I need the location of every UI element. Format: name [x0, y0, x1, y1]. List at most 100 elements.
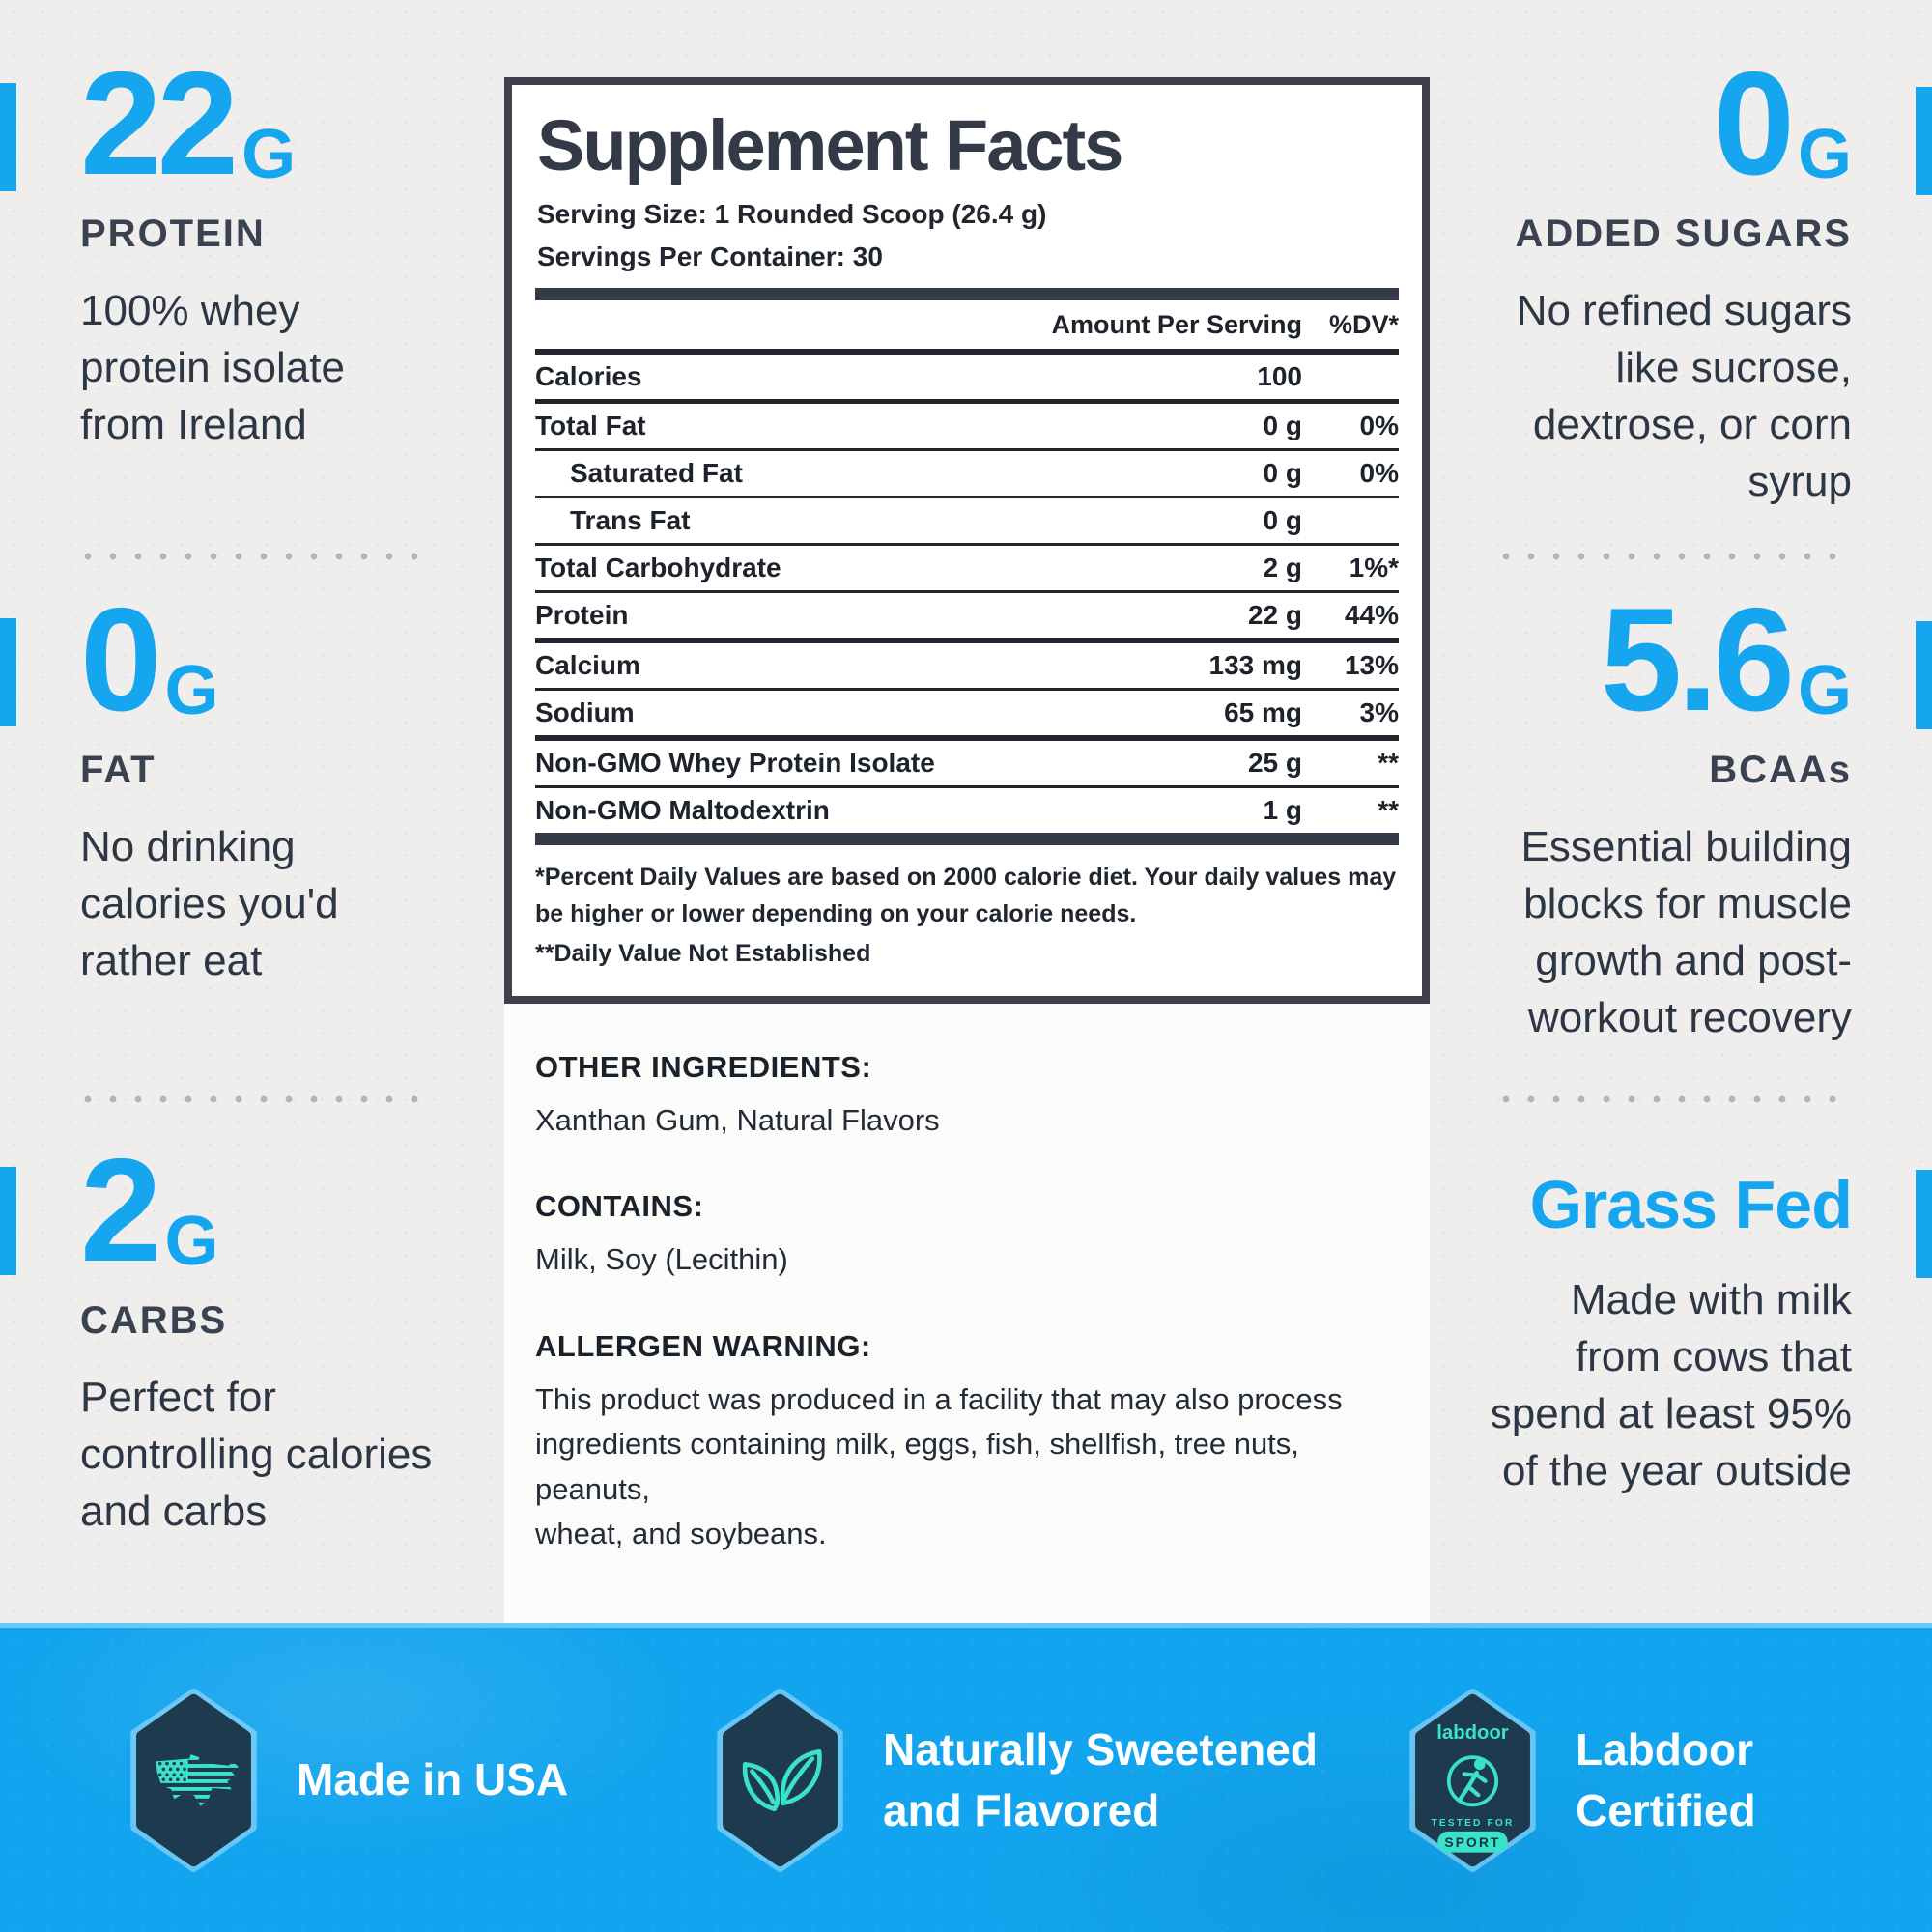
nutrient-amount: 0 g — [1263, 410, 1302, 440]
badge-labdoor: labdoor TESTED FOR SPORT Labdoor Certifi… — [1403, 1686, 1756, 1875]
not-established-footnote: **Daily Value Not Established — [535, 940, 871, 968]
servings-per-container: Servings Per Container: 30 — [537, 241, 883, 271]
table-row: Non-GMO Maltodextrin 1 g ** — [535, 784, 1399, 833]
stat-number: 22 — [80, 42, 239, 206]
table-row: Sodium 65 mg 3% — [535, 687, 1399, 735]
contains-heading: CONTAINS: — [535, 1189, 704, 1224]
other-ingredients-section: OTHER INGREDIENTS: Xanthan Gum, Natural … — [504, 1050, 1430, 1144]
center-panel: Supplement Facts Serving Size: 1 Rounded… — [504, 77, 1430, 1628]
edge-accent-bar — [0, 83, 16, 191]
nutrient-dv: 1%* — [1349, 552, 1399, 582]
footer-bar: Made in USA Naturally Sweetened and Flav… — [0, 1623, 1932, 1932]
nutrient-dv: ** — [1378, 747, 1399, 778]
nutrient-amount: 0 g — [1263, 504, 1302, 535]
badge-naturally-sweetened: Naturally Sweetened and Flavored — [710, 1686, 1318, 1875]
stat-label: BCAAs — [1709, 749, 1852, 791]
nutrient-amount: 65 mg — [1224, 696, 1302, 727]
serving-size: Serving Size: 1 Rounded Scoop (26.4 g) — [537, 198, 1047, 229]
nutrient-name: Trans Fat — [570, 504, 691, 535]
allergen-warning-heading: ALLERGEN WARNING: — [535, 1328, 871, 1363]
nutrient-dv: 3% — [1359, 696, 1399, 727]
other-ingredients-heading: OTHER INGREDIENTS: — [535, 1049, 872, 1084]
stat-bcaas: 5.6 G BCAAs Essential building blocks for… — [1446, 586, 1852, 1047]
other-ingredients-body: Xanthan Gum, Natural Flavors — [535, 1102, 940, 1137]
nutrient-amount: 133 mg — [1208, 649, 1303, 680]
nutrient-name: Saturated Fat — [570, 457, 743, 488]
labdoor-icon: labdoor TESTED FOR SPORT — [1409, 1689, 1536, 1872]
stat-label: PROTEIN — [80, 213, 266, 255]
table-row: Protein 22 g 44% — [535, 589, 1399, 638]
nutrient-name: Total Fat — [535, 410, 646, 440]
contains-section: CONTAINS: Milk, Soy (Lecithin) — [504, 1189, 1430, 1283]
dv-footnote: *Percent Daily Values are based on 2000 … — [535, 863, 1397, 928]
stat-description: 100% whey protein isolate from Ireland — [80, 287, 345, 448]
labdoor-wordmark: labdoor — [1436, 1722, 1509, 1744]
sport-label: SPORT — [1444, 1835, 1500, 1850]
stat-description: Made with milk from cows that spend at l… — [1490, 1276, 1852, 1494]
stat-unit: G — [164, 1203, 219, 1280]
tested-for-label: TESTED FOR — [1432, 1818, 1515, 1829]
stat-unit: G — [164, 652, 219, 729]
leaves-icon — [717, 1689, 843, 1872]
grass-fed-heading: Grass Fed — [1529, 1167, 1853, 1242]
stat-unit: G — [242, 116, 297, 193]
dotted-divider — [75, 1095, 435, 1103]
stat-description: Essential building blocks for muscle gro… — [1520, 823, 1852, 1041]
stat-number: 0 — [1713, 42, 1795, 206]
edge-accent-bar — [1916, 87, 1932, 195]
nutrient-amount: 22 g — [1247, 599, 1302, 630]
stat-unit: G — [1797, 116, 1852, 193]
table-row: Non-GMO Whey Protein Isolate 25 g ** — [535, 734, 1399, 785]
table-header-row: Amount Per Serving %DV* — [535, 300, 1399, 355]
dotted-divider — [1493, 553, 1853, 560]
nutrient-amount: 2 g — [1263, 552, 1302, 582]
stat-description: No drinking calories you'd rather eat — [80, 823, 339, 984]
stat-number: 5.6 — [1600, 578, 1795, 742]
supplement-facts-title: Supplement Facts — [537, 105, 1123, 185]
stat-grass-fed: Grass Fed Made with milk from cows that … — [1446, 1164, 1853, 1500]
nutrient-dv: 0% — [1359, 457, 1399, 488]
nutrient-name: Calcium — [535, 649, 640, 680]
stat-description: Perfect for controlling calories and car… — [80, 1374, 433, 1535]
nutrient-dv: 13% — [1344, 649, 1399, 680]
nutrient-name: Non-GMO Whey Protein Isolate — [535, 747, 935, 778]
thick-rule — [535, 287, 1399, 300]
labdoor-certified-label: Labdoor Certified — [1576, 1723, 1756, 1835]
stat-protein: 22 G PROTEIN 100% whey protein isolate fr… — [80, 50, 505, 454]
column-amount-per-serving: Amount Per Serving — [1051, 309, 1302, 339]
table-row: Trans Fat 0 g — [535, 495, 1399, 543]
stat-description: No refined sugars like sucrose, dextrose… — [1516, 287, 1852, 505]
stat-value: 22 G — [80, 50, 505, 197]
nutrient-amount: 1 g — [1263, 794, 1302, 825]
edge-accent-bar — [1916, 1170, 1932, 1278]
thick-rule — [535, 832, 1399, 845]
allergen-warning-body: This product was produced in a facility … — [535, 1381, 1343, 1551]
supplement-facts-box: Supplement Facts Serving Size: 1 Rounded… — [504, 77, 1430, 1004]
nutrient-amount: 0 g — [1263, 457, 1302, 488]
table-row: Total Fat 0 g 0% — [535, 398, 1399, 448]
stat-number: 0 — [80, 578, 162, 742]
nutrient-amount: 100 — [1257, 360, 1302, 391]
contains-body: Milk, Soy (Lecithin) — [535, 1242, 788, 1277]
nutrient-name: Calories — [535, 360, 642, 391]
nutrient-name: Non-GMO Maltodextrin — [535, 794, 830, 825]
nutrient-name: Total Carbohydrate — [535, 552, 781, 582]
nutrient-dv: ** — [1378, 794, 1399, 825]
stat-label: ADDED SUGARS — [1515, 213, 1852, 255]
edge-accent-bar — [0, 1167, 16, 1275]
stat-number: 2 — [80, 1128, 162, 1293]
naturally-sweetened-label: Naturally Sweetened and Flavored — [883, 1723, 1318, 1835]
table-row: Saturated Fat 0 g 0% — [535, 447, 1399, 496]
badge-made-in-usa: Made in USA — [124, 1686, 568, 1875]
nutrient-dv: 0% — [1359, 410, 1399, 440]
table-row: Calcium 133 mg 13% — [535, 637, 1399, 688]
nutrient-dv: 44% — [1344, 599, 1399, 630]
allergen-warning-section: ALLERGEN WARNING: This product was produ… — [504, 1329, 1430, 1557]
made-in-usa-label: Made in USA — [297, 1754, 569, 1805]
